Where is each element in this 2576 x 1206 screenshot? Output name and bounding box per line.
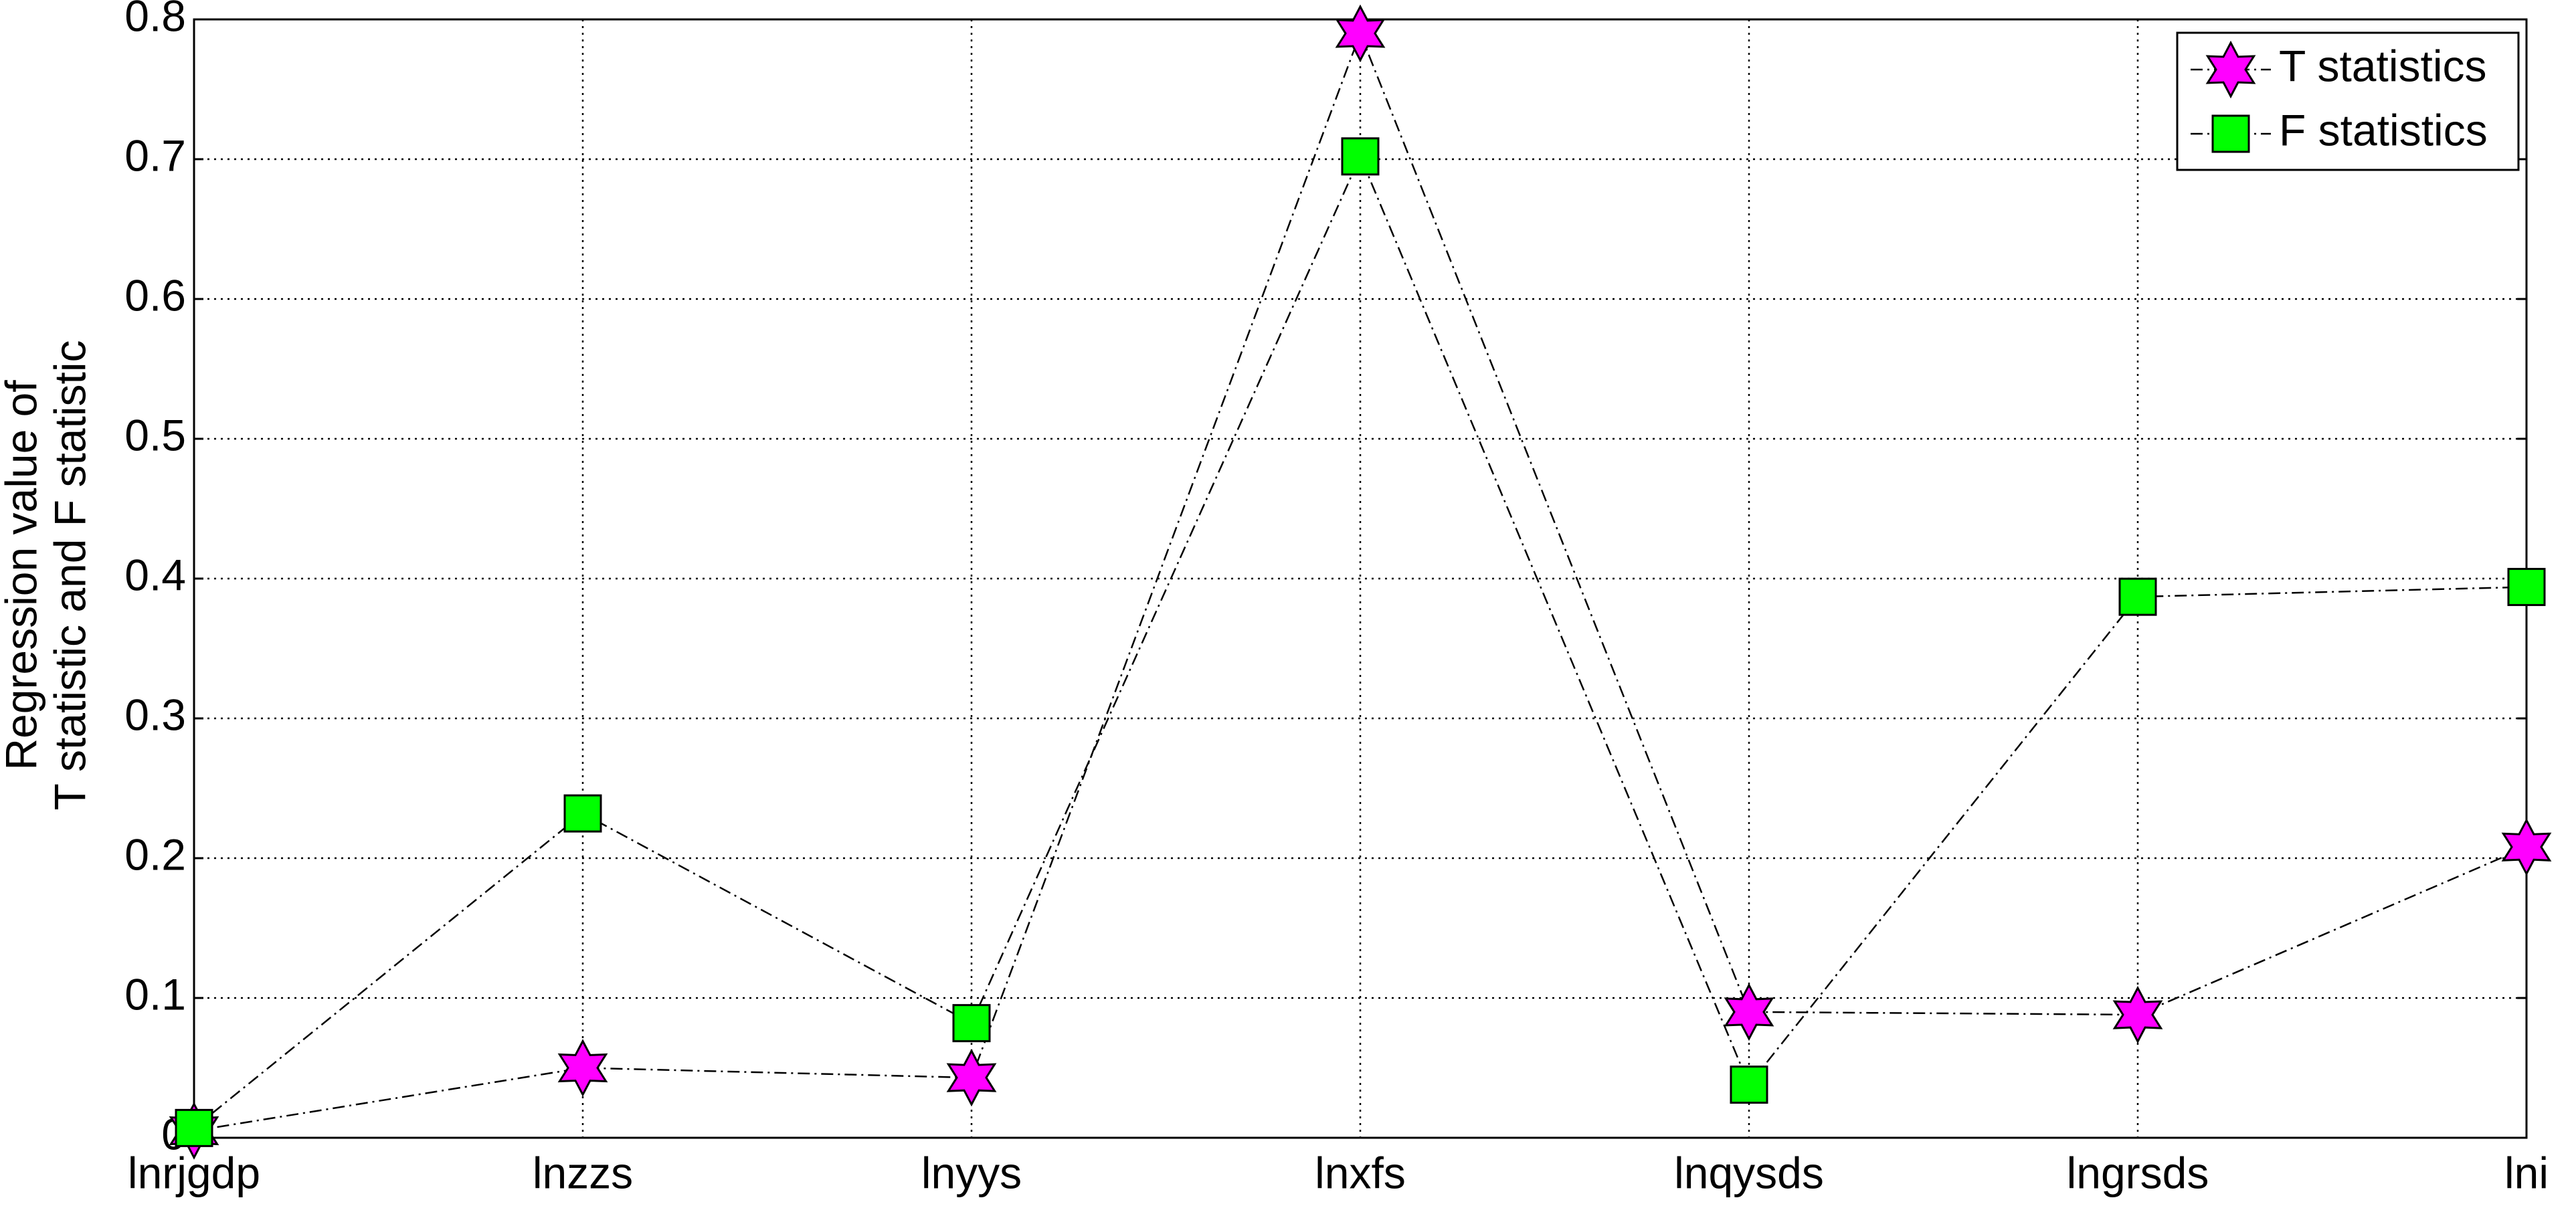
data-point bbox=[1730, 1066, 1768, 1104]
data-point bbox=[1335, 4, 1386, 63]
x-tick-label: lngrsds bbox=[2067, 1148, 2209, 1197]
data-point bbox=[2507, 568, 2546, 607]
legend-label: F statistics bbox=[2279, 105, 2488, 155]
y-tick-label: 0.1 bbox=[124, 969, 186, 1019]
data-point bbox=[946, 1048, 997, 1107]
x-tick-label: lni bbox=[2504, 1148, 2549, 1197]
y-tick-label: 0.7 bbox=[124, 130, 186, 180]
data-point bbox=[563, 794, 602, 833]
y-tick-label: 0.4 bbox=[124, 550, 186, 599]
legend-marker bbox=[2205, 40, 2256, 99]
data-point bbox=[952, 1004, 991, 1043]
x-tick-label: lnqysds bbox=[1674, 1148, 1824, 1197]
legend-marker bbox=[2211, 114, 2250, 153]
x-tick-label: lnzzs bbox=[533, 1148, 633, 1197]
x-tick-label: lnxfs bbox=[1315, 1148, 1406, 1197]
x-tick-label: lnyys bbox=[921, 1148, 1022, 1197]
y-tick-label: 0.6 bbox=[124, 270, 186, 320]
y-axis-label: T statistic and F statistic bbox=[45, 340, 94, 811]
data-point bbox=[2112, 985, 2163, 1044]
y-tick-label: 0.2 bbox=[124, 829, 186, 879]
y-tick-label: 0.8 bbox=[124, 0, 186, 40]
data-point bbox=[557, 1039, 608, 1097]
data-point bbox=[175, 1108, 213, 1147]
data-point bbox=[1341, 137, 1380, 176]
legend-label: T statistics bbox=[2279, 41, 2487, 90]
y-tick-label: 0.5 bbox=[124, 410, 186, 460]
data-point bbox=[2501, 818, 2552, 876]
data-point bbox=[1724, 983, 1774, 1041]
y-tick-label: 0.3 bbox=[124, 690, 186, 739]
data-point bbox=[2118, 577, 2157, 616]
y-axis-label-group: Regression value of T statistic and F st… bbox=[0, 340, 94, 811]
y-axis-label: Regression value of bbox=[0, 380, 45, 771]
